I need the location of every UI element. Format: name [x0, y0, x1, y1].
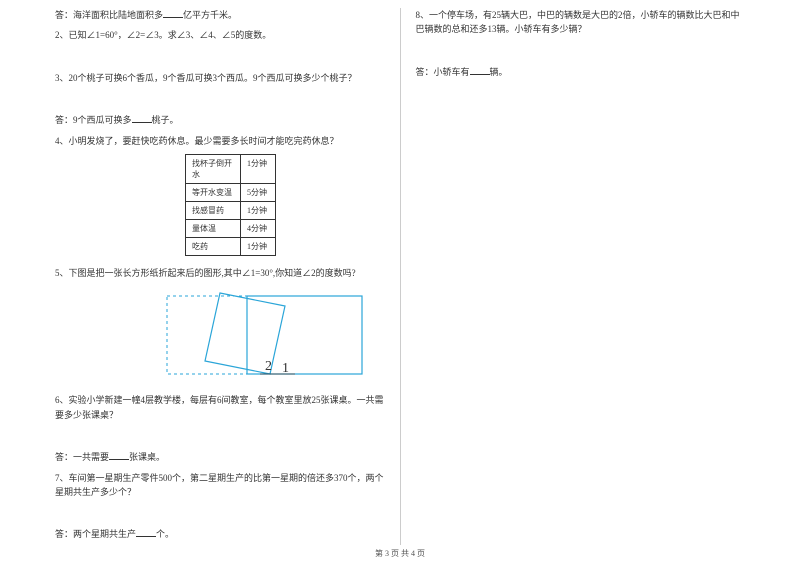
page-footer: 第 3 页 共 4 页 [0, 548, 800, 559]
q7-text: 7、车间第一星期生产零件500个，第二星期生产的比第一星期的倍还多370个，两个… [55, 471, 385, 500]
fold-svg: 2 1 [165, 288, 365, 383]
table-cell: 5分钟 [241, 183, 276, 201]
q4-table: 找杯子倒开水 1分钟 等开水变温 5分钟 找感冒药 1分钟 量体温 4分钟 吃药… [185, 154, 276, 256]
table-cell: 吃药 [186, 237, 241, 255]
fold-label-2: 2 [265, 359, 272, 374]
table-row: 找感冒药 1分钟 [186, 201, 276, 219]
q5-figure: 2 1 [165, 288, 365, 383]
blank-field [132, 113, 152, 123]
q6-answer: 答：一共需要张课桌。 [55, 450, 385, 464]
q2-text: 2、已知∠1=60°，∠2=∠3。求∠3、∠4、∠5的度数。 [55, 28, 385, 42]
q8-answer: 答：小轿车有辆。 [416, 65, 746, 79]
table-cell: 1分钟 [241, 154, 276, 183]
table-cell: 1分钟 [241, 237, 276, 255]
blank-field [163, 8, 183, 18]
page-container: 答：海洋面积比陆地面积多亿平方千米。 2、已知∠1=60°，∠2=∠3。求∠3、… [0, 0, 800, 545]
table-row: 找杯子倒开水 1分钟 [186, 154, 276, 183]
q3-answer: 答：9个西瓜可换多桃子。 [55, 113, 385, 127]
q8-text: 8、一个停车场，有25辆大巴，中巴的辆数是大巴的2倍，小轿车的辆数比大巴和中巴辆… [416, 8, 746, 37]
table-row: 量体温 4分钟 [186, 219, 276, 237]
q7-answer: 答：两个星期共生产个。 [55, 527, 385, 541]
blank-field [136, 527, 156, 537]
table-cell: 4分钟 [241, 219, 276, 237]
table-row: 吃药 1分钟 [186, 237, 276, 255]
table-cell: 1分钟 [241, 201, 276, 219]
table-cell: 量体温 [186, 219, 241, 237]
q1-answer: 答：海洋面积比陆地面积多亿平方千米。 [55, 8, 385, 22]
blank-field [470, 65, 490, 75]
table-cell: 等开水变温 [186, 183, 241, 201]
q3-text: 3、20个桃子可换6个香瓜，9个香瓜可换3个西瓜。9个西瓜可换多少个桃子？ [55, 71, 385, 85]
left-column: 答：海洋面积比陆地面积多亿平方千米。 2、已知∠1=60°，∠2=∠3。求∠3、… [40, 8, 401, 545]
fold-dashed-rect [167, 296, 247, 374]
table-row: 等开水变温 5分钟 [186, 183, 276, 201]
table-cell: 找感冒药 [186, 201, 241, 219]
q5-text: 5、下图是把一张长方形纸折起来后的图形,其中∠1=30°,你知道∠2的度数吗? [55, 266, 385, 280]
fold-flap [205, 293, 285, 374]
q6-text: 6、实验小学新建一幢4层教学楼，每层有6间教室，每个教室里放25张课桌。一共需要… [55, 393, 385, 422]
blank-field [109, 450, 129, 460]
right-column: 8、一个停车场，有25辆大巴，中巴的辆数是大巴的2倍，小轿车的辆数比大巴和中巴辆… [401, 8, 761, 545]
table-cell: 找杯子倒开水 [186, 154, 241, 183]
q4-text: 4、小明发烧了，要赶快吃药休息。最少需要多长时间才能吃完药休息？ [55, 134, 385, 148]
